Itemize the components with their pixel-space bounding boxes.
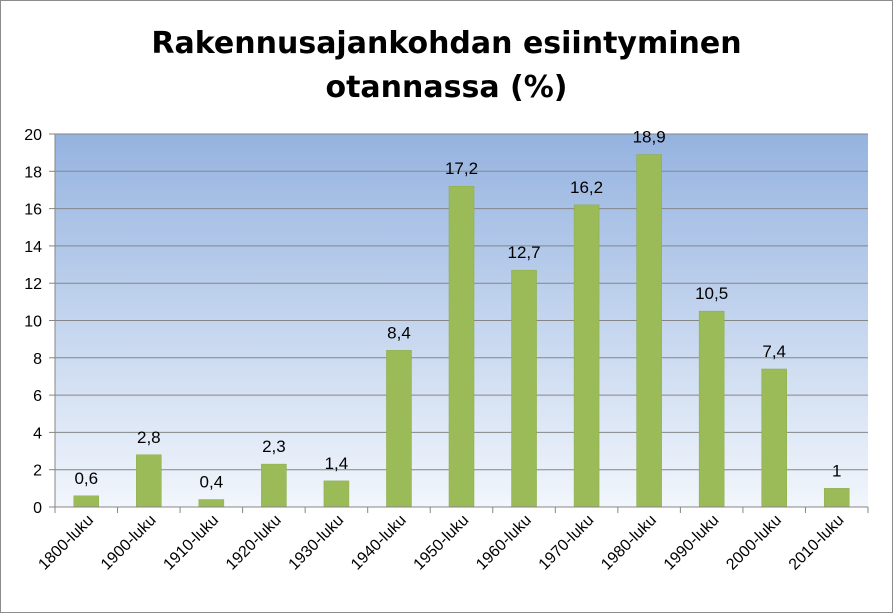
- data-label: 2,8: [137, 428, 161, 447]
- y-tick-label: 18: [24, 164, 42, 181]
- bar-1940-luku: [386, 350, 412, 508]
- x-tick-label: 1930-luku: [286, 512, 348, 574]
- data-label: 10,5: [695, 284, 728, 303]
- bars: [73, 154, 850, 508]
- chart-title: Rakennusajankohdan esiintyminen otannass…: [0, 22, 893, 110]
- data-label: 0,4: [200, 473, 224, 492]
- bar-1900-luku: [136, 454, 162, 508]
- y-tick-label: 16: [24, 202, 42, 219]
- data-label: 17,2: [445, 159, 478, 178]
- x-tick-label: 2000-luku: [723, 512, 785, 574]
- x-tick-label: 2010-luku: [786, 512, 848, 574]
- data-label: 2,3: [262, 437, 286, 456]
- x-tick-label: 1940-luku: [348, 512, 410, 574]
- x-tick-label: 1800-luku: [35, 512, 97, 574]
- bar-1930-luku: [323, 480, 350, 508]
- chart-title-line-2: otannassa (%): [325, 70, 568, 105]
- bar-1800-luku: [73, 495, 100, 508]
- y-tick-label: 6: [33, 388, 42, 405]
- x-tick-label: 1950-luku: [411, 512, 473, 574]
- data-label: 8,4: [387, 323, 411, 342]
- bar-1980-luku: [636, 154, 662, 508]
- data-label: 7,4: [762, 342, 786, 361]
- bar-1990-luku: [698, 310, 725, 508]
- axes: [54, 134, 869, 513]
- data-label: 16,2: [570, 178, 603, 197]
- data-label: 12,7: [507, 243, 540, 262]
- data-label: 0,6: [74, 469, 98, 488]
- bar-2000-luku: [761, 368, 787, 508]
- bar-1960-luku: [511, 269, 537, 508]
- y-tick-label: 0: [33, 500, 42, 517]
- y-tick-label: 20: [24, 127, 42, 144]
- data-labels: 0,6 2,8 0,4 2,3 1,4 8,4 17,2 12,7 16,2 18,9 10,5 7,…: [74, 128, 841, 492]
- x-tick-label: 1990-luku: [661, 512, 723, 574]
- data-label: 1,4: [325, 454, 349, 473]
- y-tick-label: 2: [33, 463, 42, 480]
- y-tick-label: 14: [24, 239, 42, 256]
- x-tick-label: 1900-luku: [98, 512, 160, 574]
- y-tick-label: 8: [33, 351, 42, 368]
- bar-2010-luku: [823, 488, 850, 508]
- bar-1920-luku: [261, 463, 287, 508]
- data-label: 18,9: [633, 128, 666, 147]
- bar-1970-luku: [573, 204, 600, 508]
- bar-1950-luku: [448, 185, 475, 508]
- y-tick-label: 12: [24, 276, 42, 293]
- x-tick-label: 1960-luku: [473, 512, 535, 574]
- x-tick-label: 1910-luku: [160, 512, 222, 574]
- y-tick-label: 10: [24, 314, 42, 331]
- y-tick-label: 4: [33, 425, 42, 442]
- bar-1910-luku: [198, 499, 225, 508]
- chart-title-line-1: Rakennusajankohdan esiintyminen: [151, 26, 742, 61]
- data-label: 1: [832, 461, 841, 480]
- x-tick-label: 1920-luku: [223, 512, 285, 574]
- x-axis-ticks: 1800-luku 1900-luku 1910-luku 1920-luku 1930…: [35, 512, 847, 574]
- x-tick-label: 1970-luku: [536, 512, 598, 574]
- x-tick-label: 1980-luku: [598, 512, 660, 574]
- y-axis-ticks: 0 2 4 6 8 10 12 14 16 18 20: [24, 127, 55, 517]
